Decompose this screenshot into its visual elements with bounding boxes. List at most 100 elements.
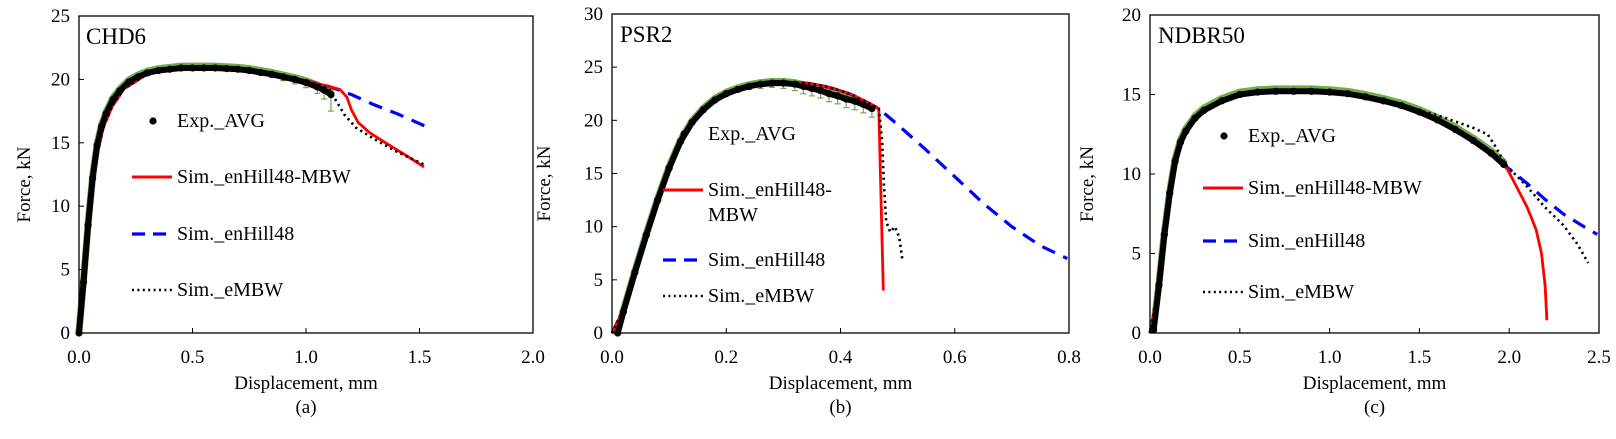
data-point-exp-avg: [1191, 114, 1199, 122]
data-point-exp-avg: [768, 79, 776, 87]
x-tick-label: 1.5: [1408, 347, 1432, 368]
data-point-exp-avg: [1254, 88, 1262, 96]
plot-area: [1148, 85, 1599, 334]
data-point-exp-avg: [799, 82, 807, 90]
legend-marker-icon: [680, 130, 688, 138]
data-point-exp-avg: [116, 87, 124, 95]
legend-item-exp: Exp._AVG: [680, 123, 796, 145]
legend-label: Sim._enHill48: [177, 223, 294, 245]
data-point-exp-avg: [1416, 108, 1423, 116]
y-tick-label: 10: [1122, 164, 1141, 185]
x-axis-title: Displacement, mm: [769, 373, 913, 394]
data-point-exp-avg: [1236, 91, 1244, 98]
y-tick-label: 0: [594, 323, 604, 344]
y-tick-label: 15: [51, 133, 70, 154]
x-axis: 0.0 0.5 1.0 1.5 2.0: [67, 328, 545, 368]
data-point-exp-avg: [211, 64, 219, 72]
data-point-exp-avg: [1150, 326, 1157, 334]
data-point-exp-avg: [677, 138, 684, 146]
x-tick-label: 2.0: [521, 347, 545, 368]
panel-psr2: 0 5 10 15 20 25 30 0.0 0.2 0.4 0.6 0.8 PSR2 Displa…: [534, 4, 1081, 418]
x-tick-label: 1.0: [294, 347, 318, 368]
data-point-exp-avg: [1433, 116, 1441, 124]
data-point-exp-avg: [851, 97, 859, 105]
x-tick-label: 1.0: [1318, 347, 1342, 368]
y-axis: 0 5 10 15 20 25: [51, 6, 84, 344]
data-point-exp-avg: [234, 65, 242, 73]
data-point-exp-avg: [825, 90, 833, 98]
subfigure-label: (a): [295, 397, 316, 418]
subfigure-label: (c): [1364, 397, 1385, 418]
data-point-exp-avg: [1171, 157, 1179, 165]
legend-label: Sim._enHill48: [1248, 230, 1365, 252]
y-tick-label: 25: [584, 57, 603, 78]
panel-title: CHD6: [86, 24, 146, 49]
data-point-exp-avg: [134, 73, 142, 81]
data-point-exp-avg: [1380, 97, 1387, 105]
series-embw-line: [1148, 90, 1590, 334]
data-point-exp-avg: [279, 73, 287, 81]
data-point-exp-avg: [722, 90, 730, 98]
legend-marker-icon: [1220, 132, 1228, 140]
y-tick-label: 15: [1122, 85, 1141, 106]
data-point-exp-avg: [93, 141, 101, 149]
legend-label: Sim._eMBW: [1248, 281, 1354, 303]
data-point-exp-avg: [125, 78, 133, 86]
data-point-exp-avg: [268, 70, 276, 78]
x-axis: 0.0 0.5 1.0 1.5 2.0 2.5: [1138, 328, 1611, 368]
x-tick-label: 0.0: [67, 347, 91, 368]
data-point-exp-avg: [620, 308, 627, 316]
y-tick-label: 5: [61, 260, 71, 281]
data-point-exp-avg: [654, 196, 662, 204]
x-tick-label: 1.5: [408, 347, 432, 368]
data-point-exp-avg: [700, 106, 707, 114]
y-axis-title: Force, kN: [1077, 146, 1098, 222]
y-axis: 0 5 10 15 20 25 30: [584, 4, 617, 344]
legend-item-mbw: Sim._enHill48-MBW: [663, 179, 832, 226]
legend-item-hill: Sim._enHill48: [663, 249, 825, 271]
legend-marker-icon: [149, 117, 157, 125]
legend: Exp._AVGSim._enHill48-MBWSim._enHill48Si…: [132, 110, 351, 301]
legend-item-embw: Sim._eMBW: [132, 279, 283, 301]
data-point-exp-avg: [1160, 231, 1168, 238]
x-tick-label: 0.6: [943, 347, 967, 368]
plot-area: [75, 62, 430, 337]
data-point-exp-avg: [143, 69, 151, 77]
y-tick-label: 10: [584, 217, 603, 238]
legend-label: Exp._AVG: [708, 123, 796, 145]
data-point-exp-avg: [834, 92, 842, 100]
data-point-exp-avg: [89, 174, 97, 182]
data-point-exp-avg: [631, 268, 639, 276]
data-point-exp-avg: [817, 87, 824, 94]
legend-item-hill: Sim._enHill48: [132, 223, 294, 245]
legend-item-mbw: Sim._enHill48-MBW: [1203, 177, 1422, 199]
data-point-exp-avg: [791, 80, 799, 88]
data-point-exp-avg: [688, 119, 696, 126]
legend-label: Sim._enHill48-MBW: [1248, 177, 1422, 199]
data-point-exp-avg: [757, 80, 764, 88]
y-tick-label: 5: [1132, 244, 1142, 265]
legend-label: Sim._enHill48-: [708, 179, 832, 201]
data-point-exp-avg: [109, 96, 117, 104]
y-tick-label: 20: [51, 69, 70, 90]
data-point-exp-avg: [868, 105, 876, 113]
y-tick-label: 0: [61, 323, 71, 344]
legend: Exp._AVG Sim._enHill48-MBW Sim._enHill48 Si…: [663, 123, 832, 307]
data-point-exp-avg: [102, 110, 110, 118]
legend-label: Sim._enHill48: [708, 249, 825, 271]
data-point-exp-avg: [1487, 149, 1495, 157]
x-tick-label: 2.0: [1497, 347, 1521, 368]
data-point-exp-avg: [327, 91, 335, 99]
panel-title: NDBR50: [1158, 23, 1245, 48]
legend-item-hill: Sim._enHill48: [1203, 230, 1365, 252]
data-point-exp-avg: [98, 122, 106, 130]
y-tick-label: 20: [584, 110, 603, 131]
panel-title: PSR2: [620, 22, 672, 47]
plot-frame: [611, 13, 1070, 334]
legend-item-exp: Exp._AVG: [1220, 125, 1336, 147]
data-point-exp-avg: [808, 85, 816, 92]
legend-label: Sim._enHill48-MBW: [177, 166, 351, 188]
x-tick-label: 0.5: [181, 347, 205, 368]
data-point-exp-avg: [84, 221, 92, 229]
